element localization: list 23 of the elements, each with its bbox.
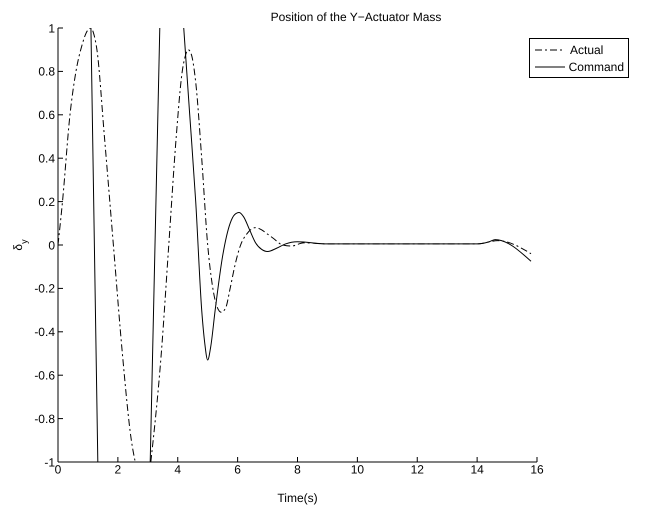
legend-label: Command [568, 60, 624, 74]
y-tick-label: 0.4 [38, 151, 56, 166]
x-tick-label: 6 [234, 462, 242, 477]
y-tick-label: 0.6 [38, 108, 56, 122]
y-tick-label: 0.8 [38, 64, 56, 79]
y-tick-label: -0.4 [34, 325, 56, 340]
x-tick-label: 8 [294, 462, 302, 477]
y-tick-label: 1 [48, 21, 56, 36]
x-tick-label: 2 [114, 462, 122, 477]
x-tick-label: 4 [174, 462, 182, 477]
x-axis-title: Time(s) [277, 491, 318, 505]
y-tick-label: -0.8 [34, 412, 56, 426]
y-tick-label: -0.2 [34, 282, 56, 296]
y-tick-label: -1 [44, 455, 56, 470]
y-tick-label: -0.6 [34, 368, 56, 382]
x-tick-label: 12 [410, 462, 424, 477]
chart-title: Position of the Y−Actuator Mass [270, 10, 442, 24]
y-tick-label: 0 [48, 238, 56, 252]
y-tick-label: 0.2 [38, 194, 56, 209]
legend-label: Actual [570, 42, 604, 56]
x-tick-label: 10 [350, 462, 364, 477]
x-tick-label: 16 [530, 462, 544, 477]
x-tick-label: 14 [470, 462, 484, 477]
